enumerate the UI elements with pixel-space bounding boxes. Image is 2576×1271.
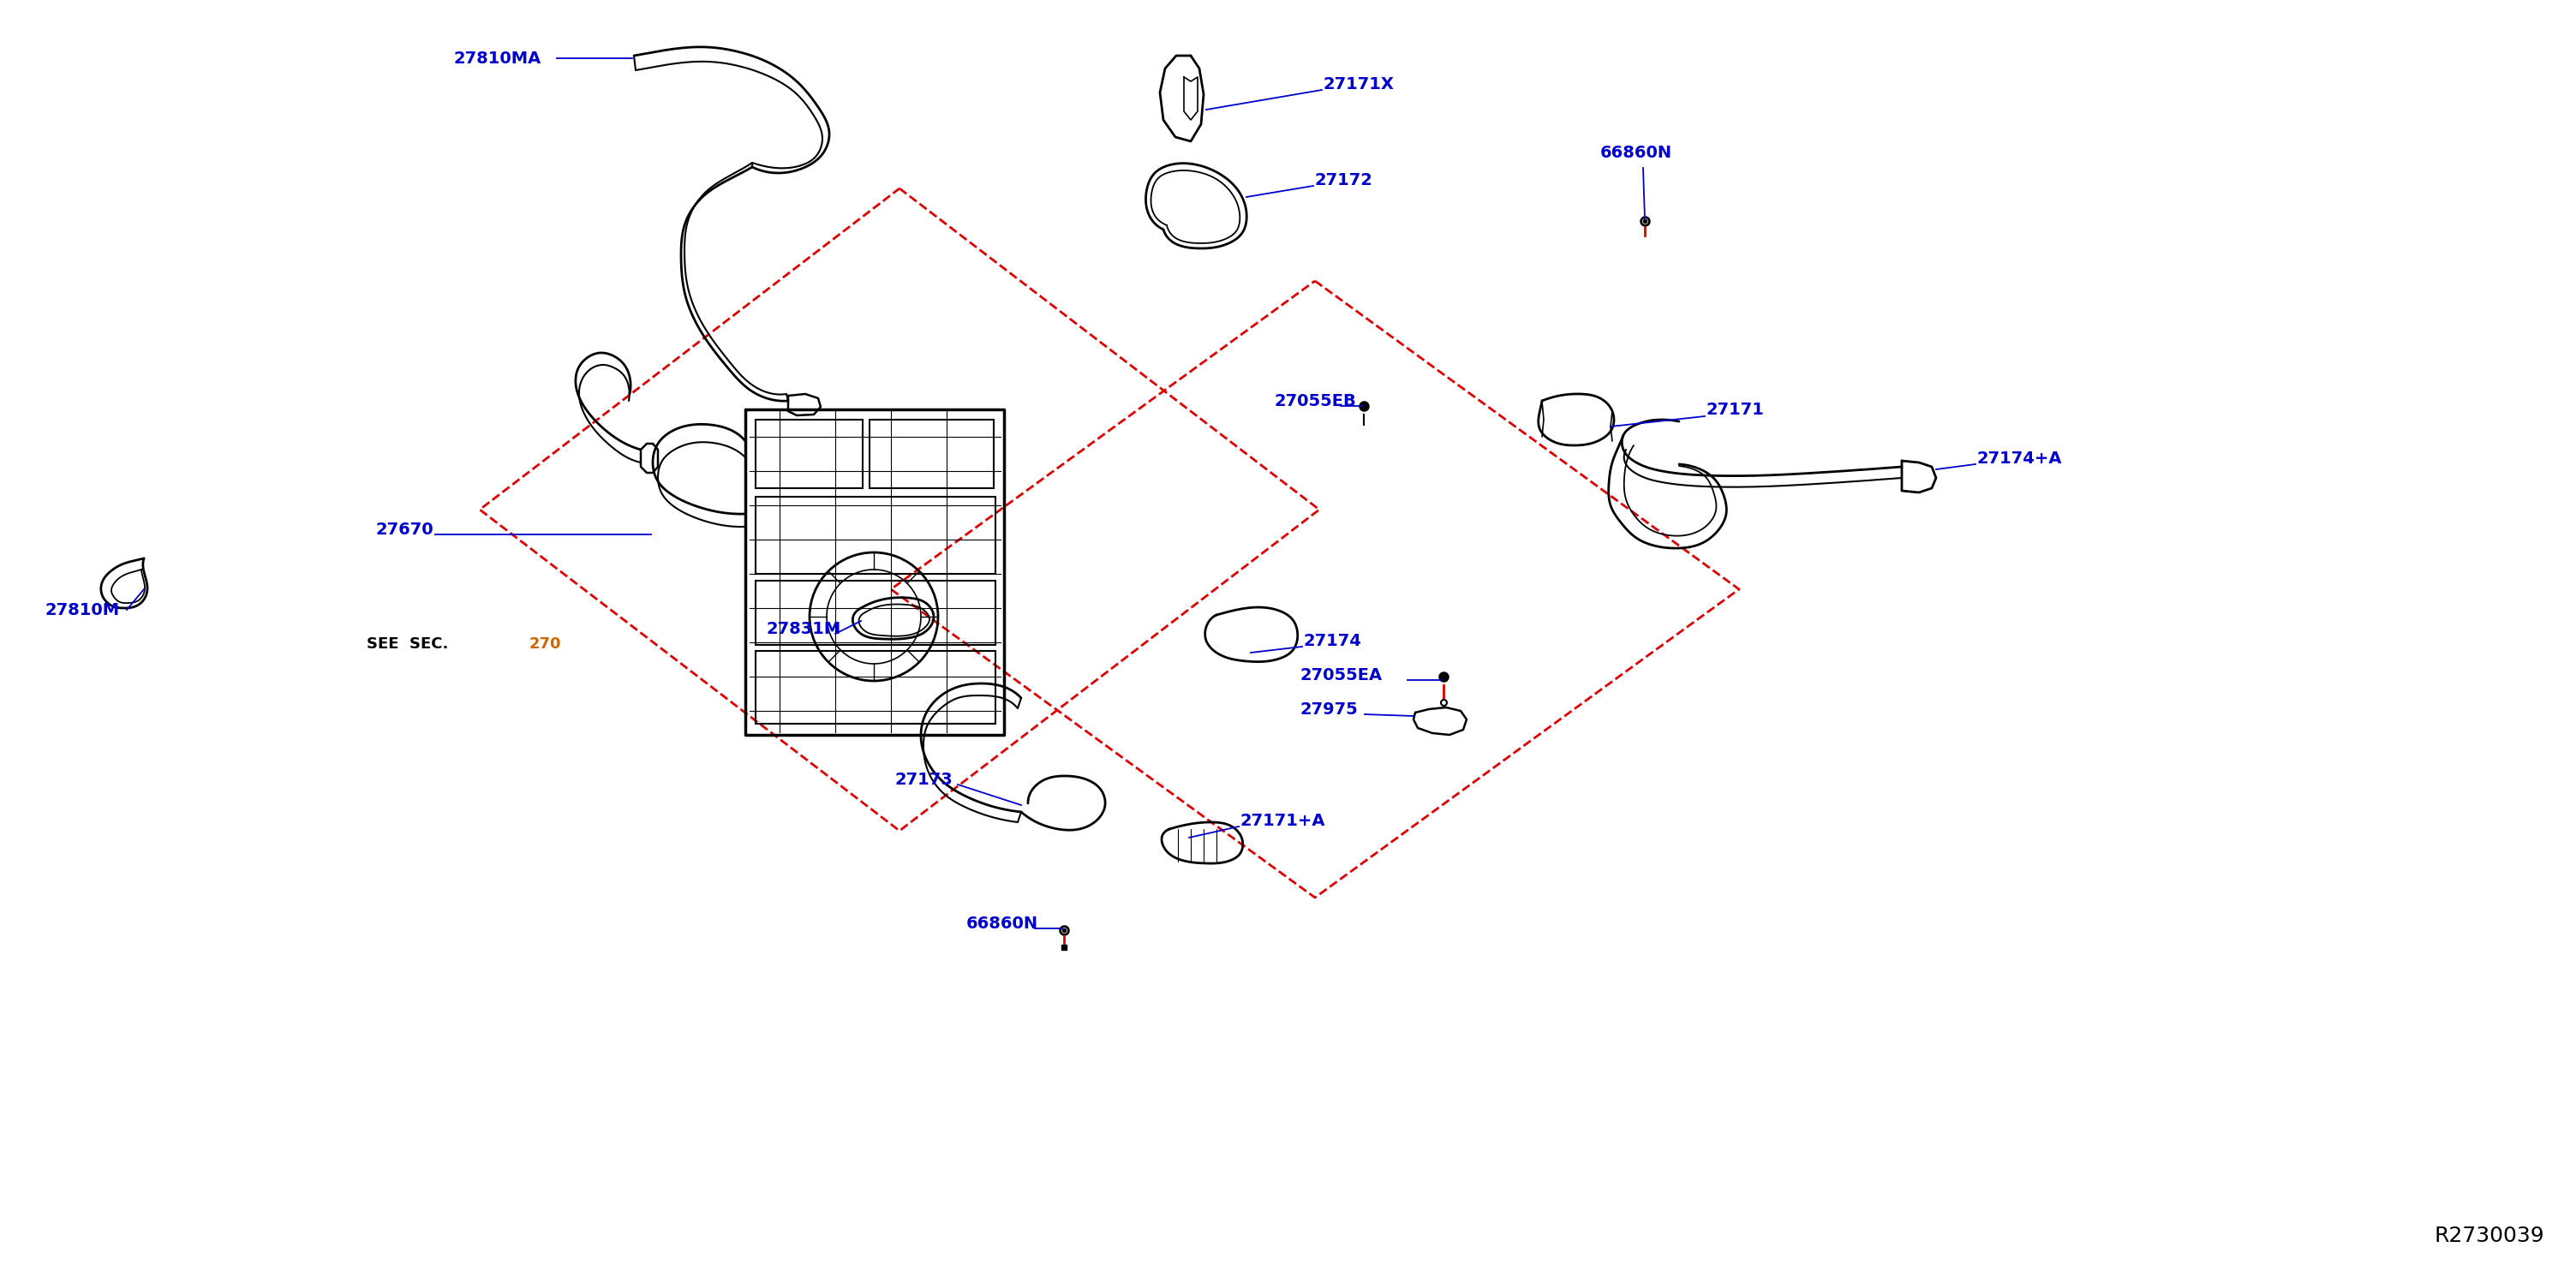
Bar: [755, 497, 994, 573]
Bar: [755, 651, 994, 723]
Text: 27055EA: 27055EA: [1301, 667, 1383, 683]
Text: 27171+A: 27171+A: [1242, 812, 1327, 829]
Text: 27172: 27172: [1314, 172, 1373, 188]
Text: 27171: 27171: [1705, 402, 1765, 418]
Bar: [755, 581, 994, 644]
Text: 27810M: 27810M: [44, 601, 118, 618]
Text: 27171X: 27171X: [1324, 76, 1394, 92]
Text: 27174+A: 27174+A: [1978, 450, 2063, 466]
Text: 27810MA: 27810MA: [453, 50, 541, 66]
Text: R2730039: R2730039: [2434, 1225, 2545, 1246]
Text: 27831M: 27831M: [768, 620, 842, 637]
Bar: [871, 419, 994, 488]
Text: 27975: 27975: [1301, 702, 1358, 717]
Text: 27174: 27174: [1303, 633, 1363, 648]
Text: 27173: 27173: [896, 771, 953, 788]
Text: 66860N: 66860N: [1600, 145, 1672, 160]
Text: SEE  SEC.: SEE SEC.: [366, 637, 448, 652]
Text: 270: 270: [531, 637, 562, 652]
Text: 66860N: 66860N: [966, 915, 1038, 932]
Text: 27670: 27670: [376, 521, 433, 538]
Text: 27055EB: 27055EB: [1275, 393, 1358, 409]
Bar: [755, 419, 863, 488]
